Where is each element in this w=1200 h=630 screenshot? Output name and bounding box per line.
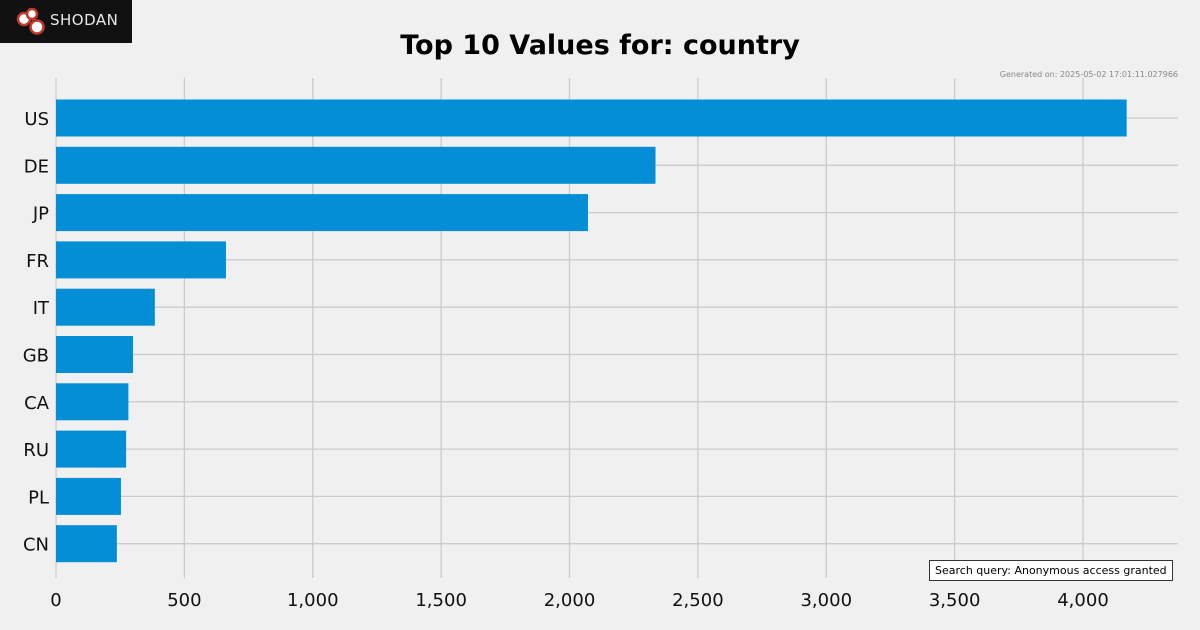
x-tick-label: 1,500 — [415, 590, 467, 611]
generated-timestamp: Generated on: 2025-05-02 17:01:11.027966 — [1000, 70, 1178, 79]
bars — [56, 99, 1127, 563]
x-tick-label: 3,000 — [800, 590, 852, 611]
bar-de — [56, 146, 656, 184]
category-label: CA — [24, 393, 50, 414]
x-tick-label: 4,000 — [1057, 590, 1109, 611]
bar-ca — [56, 383, 129, 421]
shodan-logo-icon — [16, 7, 45, 35]
category-label: CN — [23, 535, 49, 556]
x-tick-label: 2,000 — [544, 590, 596, 611]
y-axis-categories: US DE JP FR IT GB CA RU PL CN — [23, 109, 50, 556]
bar-pl — [56, 477, 121, 515]
category-label: FR — [26, 251, 49, 272]
x-tick-label: 3,500 — [929, 590, 981, 611]
category-label: JP — [32, 204, 49, 225]
category-label: GB — [23, 346, 49, 367]
bar-cn — [56, 525, 117, 563]
category-label: IT — [33, 298, 50, 319]
x-tick-label: 1,000 — [287, 590, 339, 611]
x-axis-ticks: 0 500 1,000 1,500 2,000 2,500 3,000 3,500 4,000 — [50, 590, 1108, 611]
search-query-box: Search query: Anonymous access granted — [929, 560, 1173, 581]
x-tick-label: 0 — [50, 590, 61, 611]
category-label: US — [24, 109, 49, 130]
bar-jp — [56, 194, 588, 232]
category-label: RU — [23, 440, 49, 461]
bar-us — [56, 99, 1127, 137]
shodan-logo-text: SHODAN — [50, 11, 119, 29]
bar-fr — [56, 241, 226, 279]
x-tick-label: 2,500 — [672, 590, 724, 611]
shodan-logo: SHODAN — [0, 0, 132, 43]
bar-it — [56, 288, 155, 326]
chart-title: Top 10 Values for: country — [400, 30, 800, 61]
x-tick-label: 500 — [167, 590, 201, 611]
category-label: DE — [24, 156, 49, 177]
bar-ru — [56, 430, 127, 468]
category-label: PL — [28, 487, 49, 508]
bar-gb — [56, 336, 134, 373]
